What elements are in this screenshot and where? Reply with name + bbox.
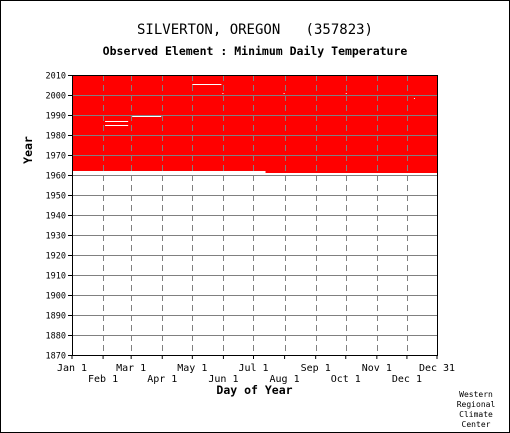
missing-data-gap — [72, 171, 266, 173]
plot-border — [72, 75, 438, 356]
x-axis-label: Day of Year — [216, 383, 292, 397]
credit-line: Western — [459, 390, 493, 399]
credit-line: Regional — [456, 400, 496, 409]
missing-data-gap — [192, 84, 222, 85]
x-tick-label: Oct 1 — [331, 374, 361, 385]
y-tick-label: 1930 — [46, 232, 66, 242]
credit-line: Center — [461, 420, 491, 429]
missing-data-gap — [345, 93, 347, 94]
y-tick-label: 1950 — [46, 192, 66, 202]
x-tick-label: Jul 1 — [238, 363, 268, 374]
x-tick-label: Apr 1 — [147, 374, 177, 385]
y-tick-label: 1900 — [46, 292, 66, 302]
y-tick-label: 1890 — [46, 312, 66, 322]
x-tick-label: Dec 31 — [419, 363, 455, 374]
x-tick-label: Jun 1 — [208, 374, 238, 385]
y-tick-label: 1880 — [46, 332, 66, 342]
x-tick-label: Feb 1 — [88, 374, 118, 385]
credit-block: Western Regional Climate Center — [450, 390, 502, 430]
missing-data-gap — [283, 93, 285, 94]
chart-subtitle: Observed Element : Minimum Daily Tempera… — [102, 44, 408, 58]
missing-data-gap — [413, 98, 415, 99]
x-tick-label: Mar 1 — [116, 363, 146, 374]
x-tick-label: Dec 1 — [392, 374, 422, 385]
y-tick-label: 1910 — [46, 272, 66, 282]
x-tick-label: Jan 1 — [57, 363, 87, 374]
y-axis-label: Year — [21, 136, 35, 164]
x-tick-label: May 1 — [177, 363, 207, 374]
y-tick-label: 1870 — [46, 352, 66, 362]
y-tick-label: 1920 — [46, 252, 66, 262]
y-tick-label: 2000 — [46, 92, 66, 102]
missing-data-gap — [132, 116, 162, 117]
x-tick-label: Aug 1 — [270, 374, 300, 385]
y-tick-label: 1940 — [46, 212, 66, 222]
chart-title: SILVERTON, OREGON (357823) — [136, 22, 373, 38]
y-tick-label: 1970 — [46, 152, 66, 162]
y-tick-label: 1990 — [46, 112, 66, 122]
credit-line: Climate — [459, 410, 493, 419]
data-coverage-bar — [72, 75, 437, 173]
y-tick-label: 2010 — [46, 72, 66, 82]
x-tick-label: Nov 1 — [362, 363, 392, 374]
missing-data-gap — [105, 125, 129, 126]
y-tick-label: 1980 — [46, 132, 66, 142]
missing-data-gap — [222, 93, 224, 94]
y-tick-label: 1960 — [46, 172, 66, 182]
x-tick-label: Sep 1 — [301, 363, 331, 374]
missing-data-gap — [105, 121, 129, 122]
